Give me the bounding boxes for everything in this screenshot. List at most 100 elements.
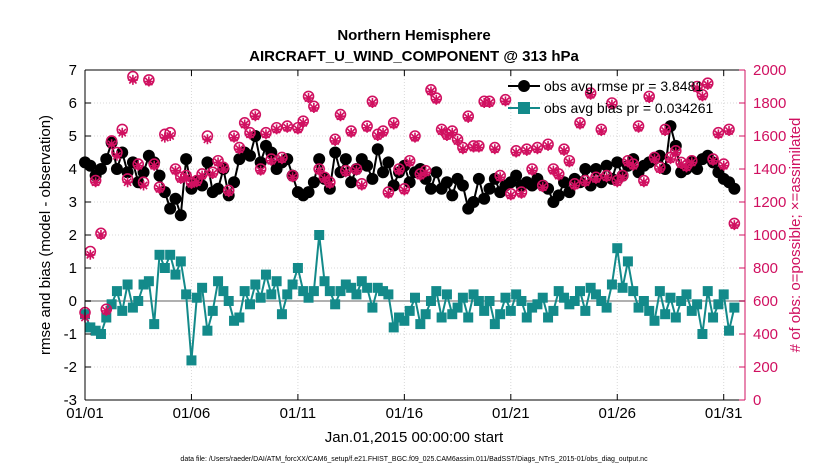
data-point [202,134,213,145]
x-tick-label: 01/31 [705,405,743,422]
data-point [175,173,186,184]
data-point [622,157,633,168]
data-point [548,305,559,316]
data-point [580,177,591,188]
data-point [127,74,138,85]
data-point [143,276,154,287]
data-point [431,94,442,105]
data-point [447,309,458,320]
data-point [708,312,719,323]
data-point [628,286,639,297]
x-tick-label: 01/01 [66,405,104,422]
data-point [633,122,644,133]
data-point [702,79,713,90]
data-point [575,119,585,130]
data-point [186,178,197,189]
data-point [202,325,213,336]
data-point [729,302,740,313]
data-point [106,139,117,150]
data-point [532,144,543,155]
data-point [287,279,298,290]
y-tick-label: 3 [69,194,77,211]
x-tick-label: 01/16 [386,405,424,422]
data-point [302,186,315,199]
data-point [617,172,628,183]
data-point [383,188,394,199]
data-point [159,263,170,273]
data-point [292,263,303,273]
data-point [282,122,293,133]
data-point [298,117,309,128]
data-point [511,147,522,158]
data-point [628,160,639,171]
data-point [319,173,330,184]
data-point [346,127,357,138]
y-axis-label: rmse and bias (model - observation) [37,115,54,355]
data-point [282,289,293,300]
data-point [479,98,490,108]
data-point [654,164,665,174]
data-point [697,91,708,102]
data-point [110,163,123,175]
data-point [329,146,342,159]
data-point [394,165,405,176]
data-point [191,177,202,188]
y-tick-label-right: 1200 [753,194,786,211]
data-point [371,143,384,156]
data-point [170,269,181,280]
data-point [463,112,474,123]
data-point [260,269,271,280]
data-point [388,119,399,130]
data-point [425,86,436,97]
data-point [345,176,358,189]
y-tick-label-right: 1800 [753,95,786,112]
data-point [564,299,575,310]
series-1 [80,230,740,366]
data-point [718,289,729,300]
data-point [138,279,149,290]
data-point [638,296,649,306]
data-point [143,76,154,87]
data-point [234,144,245,155]
legend-rmse-label: obs avg rmse pr = 3.8481 [544,78,703,94]
data-point [579,163,592,175]
data-point [468,289,479,300]
data-point [191,292,202,303]
data-point [223,187,234,198]
data-point [351,165,362,176]
data-point [575,286,585,297]
data-point [372,282,383,293]
data-point [649,315,660,326]
data-point [612,177,623,188]
y-tick-label-right: 800 [753,260,778,277]
data-point [590,289,601,300]
data-point [366,172,379,185]
data-point [174,209,187,222]
data-point [133,296,144,306]
series-layer [79,70,741,366]
data-point [415,319,426,330]
data-point [708,155,719,166]
y-axis-right-label: # of obs: o=possible; ×=assimilated [787,118,804,353]
data-point [467,196,480,208]
data-point [601,172,612,183]
data-point [612,243,623,254]
x-tick-label: 01/11 [280,405,316,422]
data-point [559,292,570,303]
data-point [133,160,144,171]
data-point [676,296,687,306]
data-point [367,302,378,313]
data-point [101,305,112,316]
data-point [266,155,277,166]
data-point [213,157,224,168]
data-point [617,282,628,293]
data-point [505,190,516,201]
data-point [330,299,341,310]
data-point [127,302,138,313]
data-point [452,302,463,313]
y-tick-label: -1 [64,326,77,343]
data-point [298,286,309,297]
data-point [606,279,617,290]
data-point [287,172,298,183]
data-point [95,230,106,240]
